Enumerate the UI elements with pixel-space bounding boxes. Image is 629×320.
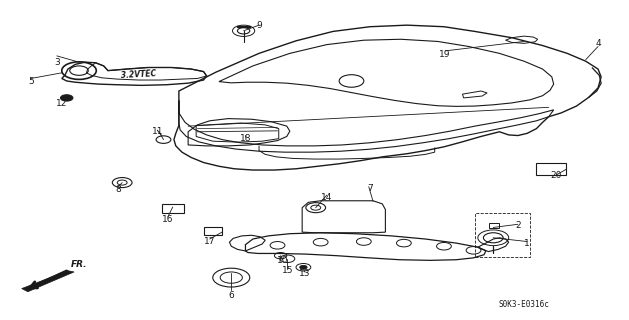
Text: 9: 9 [256,21,262,30]
Text: 13: 13 [299,269,310,278]
Text: 15: 15 [282,266,293,275]
Text: 11: 11 [152,127,163,136]
Text: 8: 8 [116,185,121,194]
Text: 10: 10 [277,256,288,266]
Text: 12: 12 [56,99,67,108]
Circle shape [299,265,307,269]
Text: 1: 1 [525,239,530,248]
Circle shape [60,95,73,101]
Text: 16: 16 [162,215,174,224]
Polygon shape [21,271,74,292]
Text: S0K3-E0316c: S0K3-E0316c [499,300,550,309]
Text: 7: 7 [367,184,373,193]
Text: 20: 20 [550,171,562,180]
Text: 3: 3 [54,58,60,67]
Text: 19: 19 [440,50,451,59]
Text: 14: 14 [321,193,333,202]
Text: FR.: FR. [70,260,87,269]
Text: 6: 6 [228,291,234,300]
Text: 2: 2 [515,221,521,230]
Bar [475,213,530,257]
Text: 4: 4 [595,39,601,48]
Text: 5: 5 [28,77,34,86]
Text: 17: 17 [204,237,216,246]
Text: 3.2VTEC: 3.2VTEC [121,69,157,80]
Text: 18: 18 [240,133,251,142]
